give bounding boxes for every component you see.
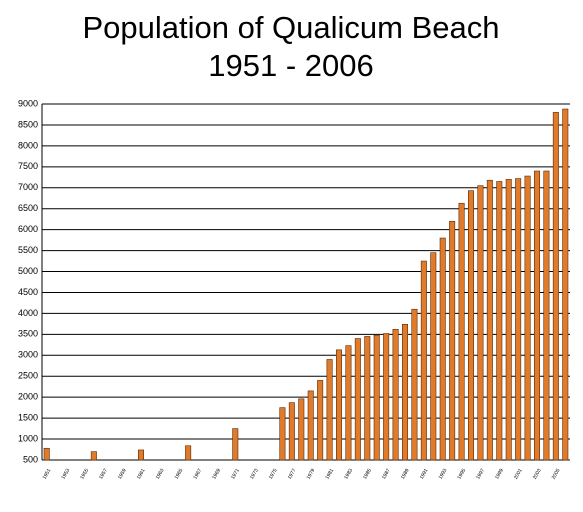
bar (345, 345, 352, 461)
bar (562, 108, 569, 461)
bar (279, 407, 286, 461)
x-tick-label: 2001 (513, 468, 524, 481)
y-tick-label: 3500 (18, 329, 38, 339)
x-tick-label: 1977 (287, 468, 298, 481)
y-tick-label: 3000 (18, 350, 38, 360)
x-tick-label: 1957 (98, 468, 109, 481)
y-tick-label: 8000 (18, 140, 38, 150)
y-tick-label: 6500 (18, 203, 38, 213)
y-tick-label: 6000 (18, 224, 38, 234)
bar (373, 334, 380, 461)
x-tick-label: 2005 (551, 468, 562, 481)
y-tick-label: 2000 (18, 392, 38, 402)
x-tick-label: 1967 (192, 468, 203, 481)
x-tick-label: 1983 (343, 468, 354, 481)
y-tick-label: 8500 (18, 119, 38, 129)
y-tick-label: 1500 (18, 412, 38, 422)
x-tick-label: 1999 (494, 468, 505, 481)
chart-subtitle: 1951 - 2006 (208, 48, 373, 83)
x-tick-label: 1959 (117, 468, 128, 481)
bar (138, 449, 145, 461)
y-tick-label: 1000 (18, 433, 38, 443)
bar (420, 260, 427, 461)
bar (288, 402, 295, 461)
bar (326, 359, 333, 461)
x-tick-label: 1989 (400, 468, 411, 481)
bar (458, 202, 465, 461)
bar (430, 252, 437, 461)
x-tick-label: 1951 (42, 468, 53, 481)
bar (185, 445, 192, 461)
y-tick-label: 500 (23, 454, 38, 464)
x-tick-label: 1971 (230, 468, 241, 481)
x-tick-label: 1993 (438, 468, 449, 481)
bar (496, 181, 503, 461)
bar (515, 178, 522, 461)
x-tick-label: 2003 (532, 468, 543, 481)
x-tick-label: 1953 (60, 468, 71, 481)
bar (439, 237, 446, 461)
y-tick-label: 7500 (18, 161, 38, 171)
x-tick-label: 1991 (419, 468, 430, 481)
x-tick-label: 1987 (381, 468, 392, 481)
x-tick-label: 1985 (362, 468, 373, 481)
bar (401, 324, 408, 461)
x-tick-label: 1969 (211, 468, 222, 481)
bar (486, 179, 493, 461)
y-tick-label: 5000 (18, 266, 38, 276)
y-tick-label: 7000 (18, 182, 38, 192)
bar (317, 380, 324, 461)
x-tick-label: 1973 (249, 468, 260, 481)
bar (335, 349, 342, 461)
bar (392, 329, 399, 461)
x-tick-label: 1979 (306, 468, 317, 481)
bar (307, 390, 314, 461)
x-tick-label: 1955 (79, 468, 90, 481)
y-tick-label: 4000 (18, 308, 38, 318)
y-tick-label: 2500 (18, 371, 38, 381)
bar (383, 333, 390, 461)
bar (477, 185, 484, 461)
bar (43, 447, 50, 461)
bar (524, 175, 531, 461)
x-tick-label: 1981 (324, 468, 335, 481)
bar (364, 336, 371, 461)
bar (298, 398, 305, 461)
x-tick-label: 1975 (268, 468, 279, 481)
bar (232, 428, 239, 461)
bar (449, 220, 456, 461)
y-tick-label: 9000 (18, 98, 38, 108)
x-tick-label: 1961 (136, 468, 147, 481)
y-tick-label: 4500 (18, 287, 38, 297)
bar (467, 190, 474, 461)
bar (543, 170, 550, 461)
x-tick-label: 1997 (475, 468, 486, 481)
bar (552, 112, 559, 461)
x-tick-label: 1965 (174, 468, 185, 481)
chart-title: Population of Qualicum Beach (82, 10, 499, 45)
bar (505, 179, 512, 461)
x-tick-label: 1995 (456, 468, 467, 481)
bar (354, 338, 361, 461)
bar (533, 170, 540, 461)
y-tick-label: 5500 (18, 245, 38, 255)
x-tick-label: 1963 (155, 468, 166, 481)
bar (411, 308, 418, 461)
bar (90, 451, 97, 461)
